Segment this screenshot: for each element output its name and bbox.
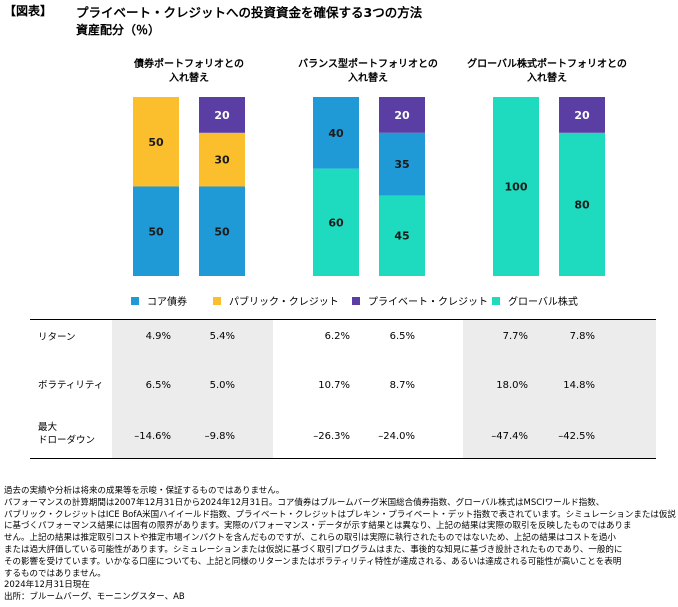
table-cell: 6.2% [324, 331, 350, 342]
bar-segment [379, 97, 425, 133]
row-label-return: リターン [38, 332, 76, 343]
bar-data-label: 50 [148, 225, 164, 238]
bar-segment [493, 97, 539, 276]
bar-data-label: 50 [214, 225, 230, 238]
table-cell: 7.7% [502, 331, 528, 342]
table-bottom-rule [30, 458, 656, 459]
bar-data-label: 40 [328, 127, 344, 140]
bar-data-label: 20 [214, 109, 230, 122]
table-cell: 5.0% [209, 380, 235, 391]
table-cell: –24.0% [378, 431, 415, 442]
bar-data-label: 50 [148, 136, 164, 149]
table-cell: 6.5% [389, 331, 415, 342]
table-cell: –47.4% [491, 431, 528, 442]
footnote: 過去の実績や分析は将来の成果等を示唆・保証するものではありません。 パフォーマン… [4, 486, 676, 603]
table-cell: 5.4% [209, 331, 235, 342]
bar-data-label: 45 [394, 230, 409, 243]
chart-title-balanced-swap: バランス型ポートフォリオとの 入れ替え [298, 59, 438, 84]
figure-subtitle: 資産配分（％） [76, 23, 161, 37]
legend-item-private-credit: プライベート・クレジット [352, 293, 488, 308]
bar-segment [133, 186, 179, 276]
bar-segment [199, 186, 245, 276]
bar-segment [559, 97, 605, 133]
figure-tag: 【図表】 [4, 4, 53, 18]
table-cell: 18.0% [496, 380, 528, 391]
table-cell: 7.8% [569, 331, 595, 342]
bar-data-label: 100 [505, 181, 528, 194]
bar-data-label: 80 [574, 198, 590, 211]
legend-item-public-credit: パブリック・クレジット [213, 293, 339, 308]
bar-segment [199, 132, 245, 187]
bar-data-label: 60 [328, 216, 344, 229]
bar-segment [199, 97, 245, 133]
table-cell: 4.9% [145, 331, 171, 342]
legend-swatch [492, 296, 500, 305]
legend-swatch [213, 296, 221, 305]
legend-swatch [352, 296, 360, 305]
table-cell: –42.5% [558, 431, 595, 442]
bar-data-label: 30 [214, 154, 230, 167]
figure-title: プライベート・クレジットへの投資資金を確保する3つの方法 [76, 5, 423, 20]
legend-swatch [131, 296, 139, 305]
row-label-max-drawdown: 最大 ドローダウン [38, 422, 96, 446]
bar-data-label: 20 [394, 109, 410, 122]
bar-segment [133, 97, 179, 187]
table-shade-col3 [463, 319, 656, 458]
table-cell: 6.5% [145, 380, 171, 391]
row-label-volatility: ボラティリティ [38, 380, 104, 391]
table-cell: 14.8% [563, 380, 595, 391]
table-cell: –9.8% [204, 431, 235, 442]
chart-title-equity-swap: グローバル株式ポートフォリオとの 入れ替え [467, 59, 627, 84]
bar-segment [313, 168, 359, 276]
bar-data-label: 20 [574, 109, 590, 122]
bar-segment [379, 195, 425, 276]
table-cell: –26.3% [313, 431, 350, 442]
legend-item-global-equity: グローバル株式 [492, 293, 578, 308]
table-cell: 8.7% [389, 380, 415, 391]
bar-segment [313, 97, 359, 169]
bar-data-label: 35 [394, 158, 409, 171]
table-top-rule [30, 319, 656, 320]
chart-title-bond-swap: 債券ポートフォリオとの 入れ替え [134, 59, 244, 84]
bar-segment [559, 132, 605, 276]
stacked-bar-charts: 50 50 50 30 20 60 40 45 35 20 100 80 20 [133, 97, 605, 276]
legend-item-core-bond: コア債券 [131, 293, 187, 308]
table-cell: –14.6% [134, 431, 171, 442]
bar-segment [379, 132, 425, 196]
table-shade-col1 [112, 319, 273, 458]
table-cell: 10.7% [318, 380, 350, 391]
